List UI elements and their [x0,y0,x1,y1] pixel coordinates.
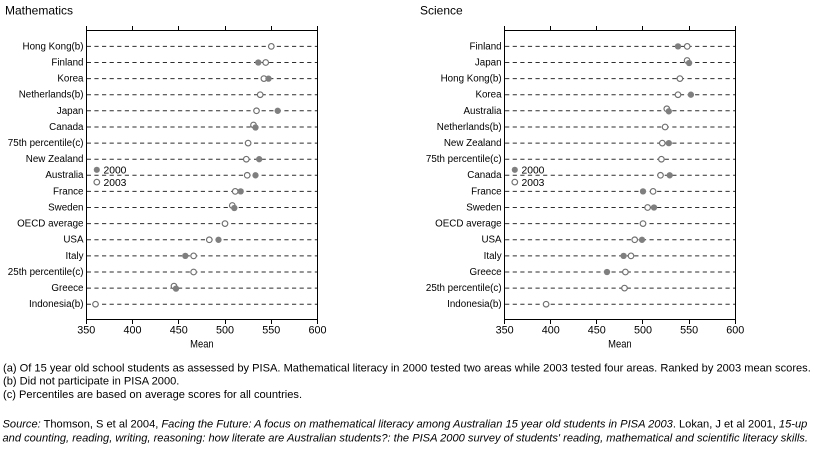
svg-text:France: France [471,186,502,197]
svg-text:Finland: Finland [469,41,501,52]
svg-text:Finland: Finland [51,57,83,68]
svg-text:350: 350 [77,325,95,337]
svg-text:Greece: Greece [51,283,84,294]
svg-text:500: 500 [216,325,234,337]
svg-text:Italy: Italy [484,251,502,262]
svg-text:500: 500 [634,325,652,337]
svg-text:350: 350 [496,325,514,337]
svg-text:Hong Kong(b): Hong Kong(b) [441,74,502,85]
svg-text:Canada: Canada [49,122,84,133]
svg-text:France: France [53,186,84,197]
svg-text:and counting, reading, writing: and counting, reading, writing, reasonin… [3,432,808,444]
svg-text:Korea: Korea [57,74,84,85]
svg-text:2000: 2000 [104,166,127,177]
svg-text:400: 400 [123,325,141,337]
svg-text:Greece: Greece [469,267,502,278]
svg-text:(b) Did not participate in PIS: (b) Did not participate in PISA 2000. [3,376,179,388]
svg-text:Netherlands(b): Netherlands(b) [437,122,502,133]
svg-text:Science: Science [420,4,463,18]
svg-text:Japan: Japan [57,106,84,117]
svg-text:Indonesia(b): Indonesia(b) [447,299,501,310]
svg-text:USA: USA [481,235,502,246]
svg-text:25th percentile(c): 25th percentile(c) [8,267,84,278]
svg-text:Mean: Mean [190,339,214,351]
svg-text:2003: 2003 [522,178,545,189]
svg-text:OECD average: OECD average [17,219,84,230]
svg-text:2003: 2003 [104,178,127,189]
svg-text:New Zealand: New Zealand [26,154,84,165]
svg-text:Japan: Japan [475,57,502,68]
svg-text:Source: Thomson, S et al 2004,: Source: Thomson, S et al 2004, Facing th… [3,419,808,431]
svg-text:25th percentile(c): 25th percentile(c) [426,283,502,294]
svg-text:2000: 2000 [522,166,545,177]
svg-text:450: 450 [588,325,606,337]
svg-text:600: 600 [308,325,326,337]
svg-text:New Zealand: New Zealand [444,138,502,149]
svg-text:550: 550 [680,325,698,337]
svg-text:Mathematics: Mathematics [5,4,73,18]
svg-text:450: 450 [170,325,188,337]
svg-text:Canada: Canada [467,170,502,181]
svg-text:600: 600 [726,325,744,337]
svg-text:OECD average: OECD average [435,219,502,230]
svg-text:Sweden: Sweden [466,202,501,213]
svg-text:75th percentile(c): 75th percentile(c) [426,154,502,165]
svg-text:Netherlands(b): Netherlands(b) [19,90,84,101]
svg-text:Italy: Italy [66,251,84,262]
svg-text:(c) Percentiles are based on a: (c) Percentiles are based on average sco… [3,389,302,401]
svg-text:(a) Of 15 year old school stud: (a) Of 15 year old school students as as… [3,362,811,374]
svg-text:Sweden: Sweden [48,202,83,213]
svg-text:Korea: Korea [475,90,502,101]
svg-text:400: 400 [542,325,560,337]
svg-text:Mean: Mean [608,339,632,351]
svg-text:Indonesia(b): Indonesia(b) [29,299,83,310]
svg-text:Australia: Australia [45,170,84,181]
svg-text:Hong Kong(b): Hong Kong(b) [23,41,84,52]
svg-text:USA: USA [63,235,84,246]
svg-text:Australia: Australia [463,106,502,117]
svg-text:75th percentile(c): 75th percentile(c) [8,138,84,149]
svg-text:550: 550 [262,325,280,337]
